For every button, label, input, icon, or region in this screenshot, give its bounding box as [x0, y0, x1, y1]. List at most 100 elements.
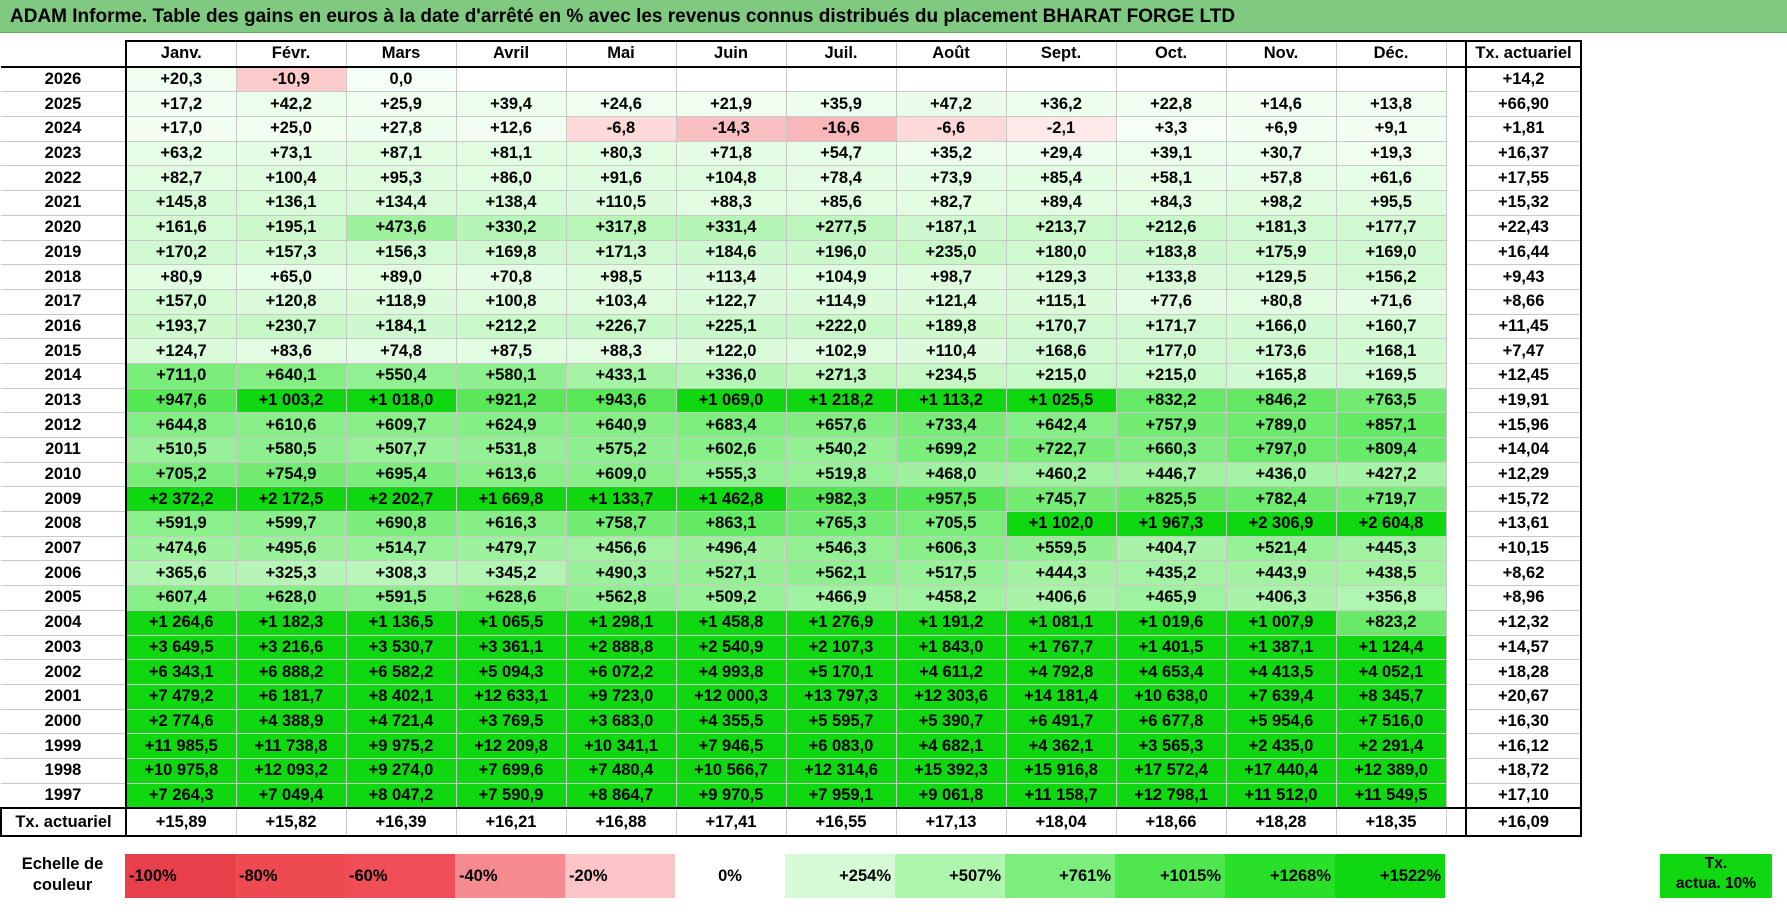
year-label: 1997: [1, 782, 127, 810]
gain-cell: +610,6: [235, 412, 347, 438]
color-scale: Echelle de couleur -100% -80% -60% -40% -20%…: [0, 850, 1787, 902]
month-header: Janv.: [125, 40, 237, 68]
gain-cell: +9 970,5: [675, 782, 787, 810]
gain-cell: +88,3: [675, 190, 787, 216]
gain-cell: +82,7: [895, 190, 1007, 216]
gain-cell: +521,4: [1225, 535, 1337, 562]
gain-cell: +1 102,0: [1005, 511, 1117, 537]
gain-cell: +6 677,8: [1115, 708, 1227, 735]
gain-cell: +13,8: [1335, 91, 1447, 118]
gain-cell: +4 682,1: [895, 733, 1007, 759]
gain-cell: +80,8: [1225, 288, 1337, 315]
gain-cell: +7 946,5: [675, 733, 787, 759]
tx-actua-line1: Tx.: [1704, 855, 1728, 872]
table-row: 2006 +365,6 +325,3 +308,3 +345,2 +490,3 +527,1…: [1, 560, 1582, 587]
tx-actua-line2: actua. 10%: [1675, 875, 1757, 892]
tx-actuariel-cell: +10,15: [1465, 535, 1582, 562]
gain-cell: +70,8: [455, 264, 567, 290]
gain-cell: +8 402,1: [345, 683, 457, 710]
gain-cell: +113,4: [675, 264, 787, 290]
tx-actuariel-cell: +15,72: [1465, 486, 1582, 513]
column-gap: [1446, 610, 1466, 635]
column-gap: [1446, 437, 1466, 463]
gain-cell: +456,6: [565, 535, 677, 562]
gain-cell: +12 093,2: [235, 757, 347, 784]
gain-cell: +6 181,7: [235, 683, 347, 710]
tx-actuariel-cell: +16,12: [1465, 733, 1582, 759]
gain-cell: +640,9: [565, 412, 677, 438]
color-scale-swatch: +1015%: [1115, 854, 1225, 898]
tx-actua-swatch: Tx. actua. 10%: [1660, 854, 1772, 898]
year-label: 2020: [1, 214, 127, 241]
gain-cell: +91,6: [565, 165, 677, 192]
gain-cell: +168,6: [1005, 338, 1117, 364]
gain-cell: +115,1: [1005, 288, 1117, 315]
gain-cell: +74,8: [345, 338, 457, 364]
gain-cell: +7 264,3: [125, 782, 237, 810]
color-scale-swatch: -80%: [235, 854, 345, 898]
gain-cell: +2 291,4: [1335, 733, 1447, 759]
tx-actuariel-cell: +8,62: [1465, 560, 1582, 587]
gain-cell: [455, 66, 567, 93]
gain-cell: +1 967,3: [1115, 511, 1227, 537]
table-row: 2007 +474,6 +495,6 +514,7 +479,7 +456,6 +496,4…: [1, 535, 1582, 562]
gain-cell: +722,7: [1005, 437, 1117, 463]
gain-cell: +134,4: [345, 190, 457, 216]
gain-cell: +110,5: [565, 190, 677, 216]
gain-cell: +705,2: [125, 461, 237, 488]
gain-cell: +825,5: [1115, 486, 1227, 513]
year-label: 2017: [1, 288, 127, 315]
gain-cell: +12,6: [455, 116, 567, 142]
gain-cell: +1 182,3: [235, 609, 347, 636]
gain-cell: +12 303,6: [895, 683, 1007, 710]
gain-cell: +757,9: [1115, 412, 1227, 438]
gain-cell: +73,1: [235, 140, 347, 167]
footer-cell: +16,55: [785, 807, 897, 838]
gain-cell: +609,0: [565, 461, 677, 488]
table-row: 2010 +705,2 +754,9 +695,4 +613,6 +609,0 +555,3…: [1, 461, 1582, 488]
gain-cell: +1 133,7: [565, 486, 677, 513]
gain-cell: +2 540,9: [675, 634, 787, 661]
gain-cell: +10 341,1: [565, 733, 677, 759]
gain-cell: +78,4: [785, 165, 897, 192]
gain-cell: +711,0: [125, 362, 237, 389]
header-row: Janv. Févr. Mars Avril Mai Juin Juil. Août Sept.…: [1, 40, 1582, 68]
gain-cell: +789,0: [1225, 412, 1337, 438]
column-gap: [1446, 585, 1466, 611]
gain-cell: +100,8: [455, 288, 567, 315]
year-label: 2024: [1, 116, 127, 142]
gain-cell: +12 633,1: [455, 683, 567, 710]
gain-cell: +277,5: [785, 214, 897, 241]
gain-cell: -14,3: [675, 116, 787, 142]
gain-cell: +171,7: [1115, 313, 1227, 340]
footer-cell: +15,89: [125, 807, 237, 838]
gain-cell: +17,0: [125, 116, 237, 142]
gain-cell: +35,2: [895, 140, 1007, 167]
column-gap: [1446, 783, 1466, 810]
color-scale-swatch: -100%: [125, 854, 235, 898]
gain-cell: [1115, 66, 1227, 93]
gain-cell: +85,6: [785, 190, 897, 216]
table-row: 2014 +711,0 +640,1 +550,4 +580,1 +433,1 +336,0…: [1, 362, 1582, 389]
gain-cell: +118,9: [345, 288, 457, 315]
gain-cell: +466,9: [785, 585, 897, 611]
column-gap: [1446, 289, 1466, 315]
gain-cell: +63,2: [125, 140, 237, 167]
gain-cell: +580,5: [235, 437, 347, 463]
year-label: 2021: [1, 190, 127, 216]
gain-cell: [895, 66, 1007, 93]
gain-cell: +27,8: [345, 116, 457, 142]
gain-cell: +88,3: [565, 338, 677, 364]
gain-cell: +7 959,1: [785, 782, 897, 810]
gain-cell: +129,3: [1005, 264, 1117, 290]
gain-cell: +433,1: [565, 362, 677, 389]
year-label: 2012: [1, 412, 127, 438]
gain-cell: +5 954,6: [1225, 708, 1337, 735]
gain-cell: +89,0: [345, 264, 457, 290]
gain-cell: +490,3: [565, 560, 677, 587]
gain-cell: +82,7: [125, 165, 237, 192]
tx-actuariel-cell: +15,96: [1465, 412, 1582, 438]
gain-cell: +7 590,9: [455, 782, 567, 810]
gain-cell: +1 767,7: [1005, 634, 1117, 661]
gain-cell: +365,6: [125, 560, 237, 587]
